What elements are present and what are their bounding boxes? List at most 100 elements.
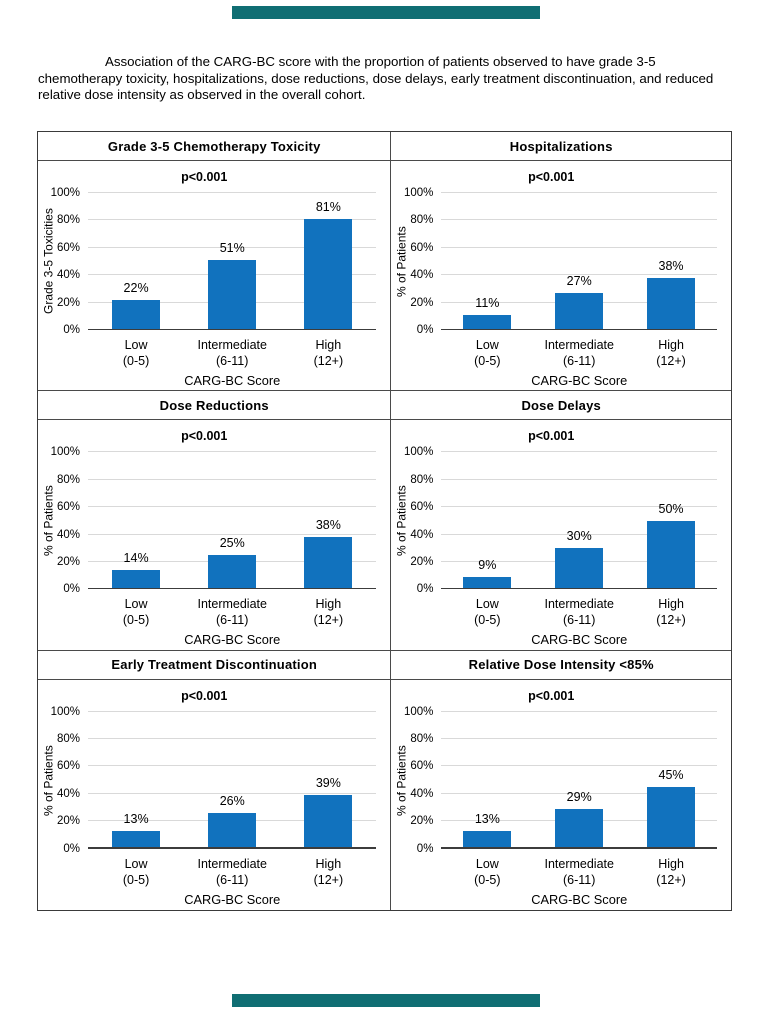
bar-value-label: 14% [123, 551, 149, 566]
gridline [441, 192, 717, 193]
bar [463, 830, 512, 849]
bar-value-label: 38% [315, 518, 341, 533]
y-tick-label: 80% [410, 473, 434, 486]
x-axis-label: CARG-BC Score [184, 632, 281, 648]
x-category-label: Intermediate (6-11) [544, 856, 614, 887]
y-tick-label: 100% [404, 705, 434, 718]
x-category-labels: Low (0-5) Intermediate (6-11) High (12+) [88, 337, 376, 369]
y-tick-label: 60% [56, 241, 80, 254]
bar-value-label: 11% [475, 295, 500, 310]
y-tick-gutter: 0% 20% 40% 60% 80% 100% [38, 446, 84, 595]
y-tick-gutter: 0% 20% 40% 60% 80% 100% [391, 706, 437, 855]
y-tick-label: 20% [56, 296, 80, 309]
gridline [441, 533, 717, 535]
bar-value-label: 22% [123, 280, 149, 295]
y-tick-label: 100% [404, 187, 434, 199]
panel-body: p<0.001 % of Patients 0% 20% 40% 60% 80% 100%… [391, 420, 731, 649]
chart-panel: Early Treatment Discontinuation p<0.001 … [38, 650, 392, 910]
p-value-label: p<0.001 [528, 170, 575, 184]
bar [555, 808, 604, 849]
bar [208, 260, 257, 330]
figure-grid: Grade 3-5 Chemotherapy Toxicity p<0.001 … [37, 131, 732, 911]
y-tick-label: 20% [410, 555, 434, 568]
x-category-label: High (12+) [313, 856, 344, 887]
chart-panel: Dose Reductions p<0.001 % of Patients 0%… [38, 391, 392, 651]
p-value-label: p<0.001 [181, 688, 228, 703]
panel-body: p<0.001 % of Patients 0% 20% 40% 60% 80% 100%… [391, 680, 731, 910]
bar-slot: 11% [441, 193, 533, 330]
bar-slot: 51% [184, 193, 280, 330]
bar-value-label: 39% [315, 776, 341, 791]
bar-value-label: 9% [478, 558, 497, 572]
gridline [441, 219, 717, 221]
panel-body: p<0.001 % of Patients 0% 20% 40% 60% 80% 100%… [391, 161, 731, 390]
x-category-label: Low (0-5) [122, 856, 150, 887]
x-axis-label: CARG-BC Score [184, 373, 281, 388]
x-category-label: High (12+) [313, 597, 344, 628]
bar-slot: 81% [280, 193, 376, 330]
plot-area: 14% 25% 38% [88, 451, 377, 590]
x-category-labels: Low (0-5) Intermediate (6-11) High (12+) [88, 596, 376, 628]
x-category-label: Intermediate (6-11) [197, 597, 267, 628]
panel-title: Dose Delays [391, 391, 731, 421]
bar-value-label: 50% [658, 501, 684, 516]
gridline [88, 710, 377, 712]
gridline [88, 765, 377, 767]
y-tick-label: 0% [416, 583, 434, 596]
x-axis-label: CARG-BC Score [184, 891, 281, 907]
y-tick-label: 0% [63, 842, 80, 855]
x-category-label: Intermediate (6-11) [544, 338, 614, 368]
gridline [88, 792, 377, 794]
bar [463, 577, 512, 590]
bar [304, 219, 353, 330]
bar-slot: 26% [184, 712, 280, 849]
gridline [441, 710, 717, 712]
p-value-label: p<0.001 [528, 688, 575, 703]
bar [208, 555, 257, 590]
bar [647, 787, 696, 849]
bar [555, 548, 604, 590]
bar-slot: 27% [533, 193, 625, 330]
y-tick-label: 60% [410, 241, 434, 254]
y-tick-label: 80% [410, 214, 434, 227]
bar-value-label: 26% [219, 794, 245, 809]
x-axis-label: CARG-BC Score [531, 373, 628, 388]
chart-panel: Relative Dose Intensity <85% p<0.001 % o… [391, 651, 731, 910]
bar [304, 795, 353, 849]
chart-panel: Hospitalizations p<0.001 % of Patients 0… [391, 132, 731, 392]
gridline [88, 478, 377, 480]
panel-title: Dose Reductions [38, 391, 391, 421]
y-tick-label: 60% [56, 760, 80, 773]
gridline [441, 451, 717, 453]
bar-value-label: 27% [566, 274, 592, 289]
bar-value-label: 29% [566, 789, 592, 804]
bar-slot: 13% [88, 712, 184, 849]
gridline [441, 738, 717, 740]
bar [647, 277, 696, 330]
plot-area: 13% 29% 45% [441, 710, 717, 849]
gridline [88, 219, 377, 221]
y-tick-label: 60% [56, 501, 80, 514]
y-tick-label: 40% [56, 787, 80, 800]
bar-slot: 22% [88, 193, 184, 330]
x-category-label: Low (0-5) [122, 338, 150, 368]
y-tick-label: 20% [410, 296, 434, 309]
bar-value-label: 81% [315, 200, 341, 215]
y-tick-gutter: 0% 20% 40% 60% 80% 100% [391, 187, 437, 336]
plot-area: 9% 30% 50% [441, 451, 717, 590]
y-tick-label: 80% [410, 733, 434, 746]
y-tick-label: 80% [56, 733, 80, 746]
gridline [441, 274, 717, 276]
gridline [88, 246, 377, 248]
panel-title: Hospitalizations [391, 132, 731, 161]
y-tick-label: 80% [56, 473, 80, 486]
bar-slot: 38% [625, 193, 717, 330]
bar-slot: 39% [280, 712, 376, 849]
y-tick-label: 40% [410, 528, 434, 541]
x-axis-line [441, 328, 717, 330]
gridline [88, 506, 377, 508]
x-axis-line [88, 847, 377, 849]
redacted-header-bar [232, 6, 540, 19]
x-category-label: High (12+) [656, 338, 686, 368]
chart-panel: Grade 3-5 Chemotherapy Toxicity p<0.001 … [38, 132, 392, 392]
